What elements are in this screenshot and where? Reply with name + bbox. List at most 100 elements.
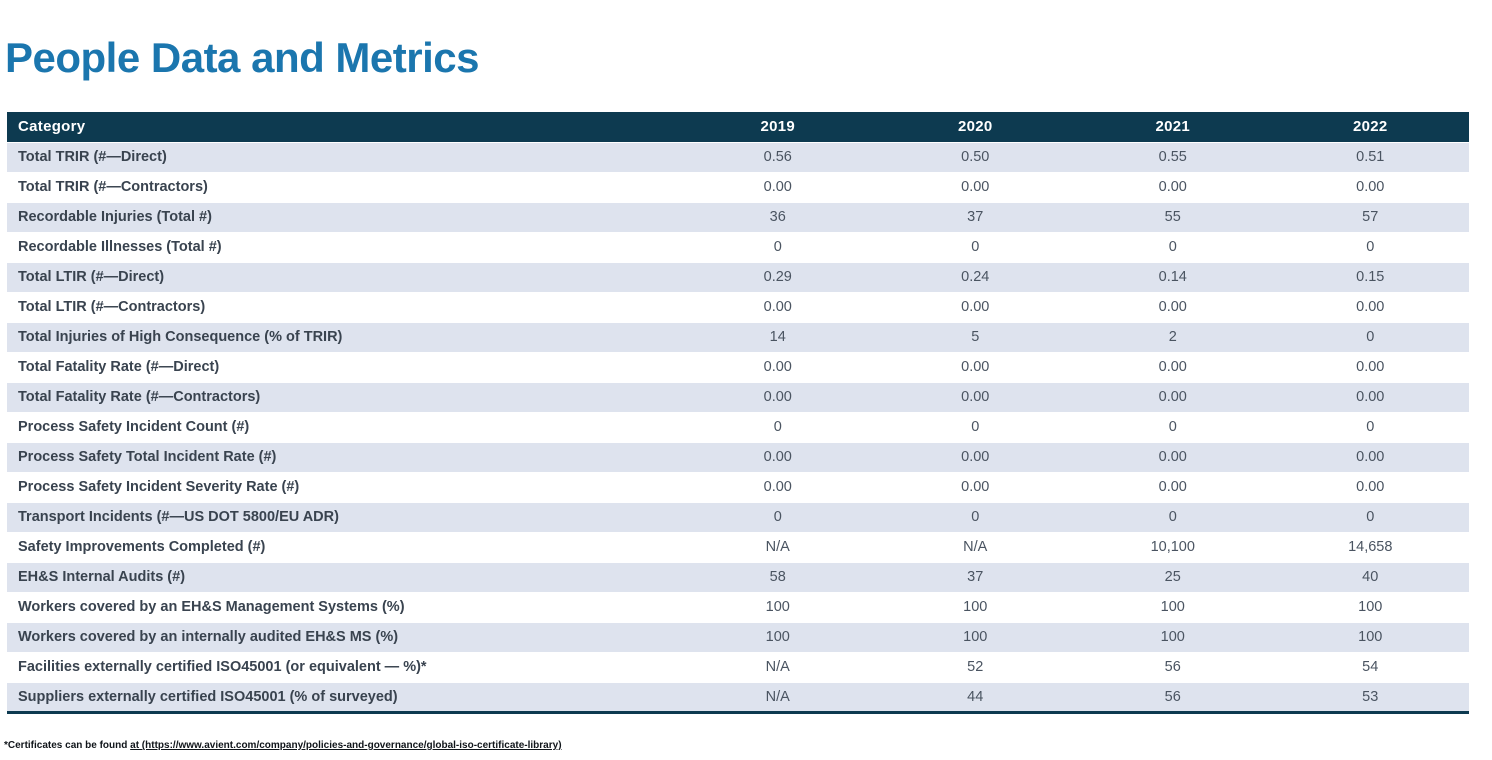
row-value: 54 <box>1271 651 1469 682</box>
row-value: 100 <box>1074 591 1272 622</box>
metrics-table: Category 2019 2020 2021 2022 Total TRIR … <box>7 112 1469 714</box>
column-header-category: Category <box>7 112 679 142</box>
table-row: Recordable Injuries (Total #) 36 37 55 57 <box>7 201 1469 232</box>
row-value: 0.00 <box>1074 441 1272 472</box>
table-row: Process Safety Incident Count (#) 0 0 0 0 <box>7 411 1469 442</box>
row-value: 0.00 <box>1074 291 1272 322</box>
row-category-label: Recordable Illnesses (Total #) <box>7 231 679 262</box>
table-row: Safety Improvements Completed (#) N/A N/A 1… <box>7 531 1469 562</box>
row-value: 0 <box>679 501 877 532</box>
row-value: 56 <box>1074 681 1272 712</box>
column-header-2020: 2020 <box>876 112 1074 142</box>
row-value: 55 <box>1074 201 1272 232</box>
row-value: 0 <box>876 411 1074 442</box>
row-value: 0 <box>1271 411 1469 442</box>
row-value: 0.55 <box>1074 141 1272 172</box>
table-row: Process Safety Incident Severity Rate (#… <box>7 471 1469 502</box>
row-value: 0.00 <box>1271 381 1469 412</box>
table-body: Total TRIR (#—Direct) 0.56 0.50 0.55 0.51 Tot… <box>7 141 1469 712</box>
row-value: 0 <box>1271 321 1469 352</box>
row-value: 58 <box>679 561 877 592</box>
row-value: 0.00 <box>876 291 1074 322</box>
certificate-library-link[interactable]: at (https://www.avient.com/company/polic… <box>130 740 562 751</box>
row-value: 0.00 <box>1271 441 1469 472</box>
metrics-table-container: Category 2019 2020 2021 2022 Total TRIR … <box>7 112 1469 714</box>
row-value: 0.56 <box>679 141 877 172</box>
row-value: 37 <box>876 201 1074 232</box>
row-value: 0.00 <box>876 471 1074 502</box>
row-category-label: Total Fatality Rate (#—Direct) <box>7 351 679 382</box>
table-row: Recordable Illnesses (Total #) 0 0 0 0 <box>7 231 1469 262</box>
row-category-label: Total LTIR (#—Direct) <box>7 261 679 292</box>
row-value: 0 <box>1074 231 1272 262</box>
row-value: N/A <box>679 681 877 712</box>
table-row: Total LTIR (#—Direct) 0.29 0.24 0.14 0.15 <box>7 261 1469 292</box>
table-row: Total Fatality Rate (#—Contractors) 0.00 0… <box>7 381 1469 412</box>
table-row: Workers covered by an internally audited… <box>7 621 1469 652</box>
table-row: Total Fatality Rate (#—Direct) 0.00 0.00 0.… <box>7 351 1469 382</box>
row-value: 56 <box>1074 651 1272 682</box>
row-value: 0 <box>1074 501 1272 532</box>
row-value: 0.29 <box>679 261 877 292</box>
row-value: 25 <box>1074 561 1272 592</box>
row-value: 0.51 <box>1271 141 1469 172</box>
table-row: Total LTIR (#—Contractors) 0.00 0.00 0.00 0.… <box>7 291 1469 322</box>
row-value: 0.00 <box>679 381 877 412</box>
row-value: 100 <box>679 591 877 622</box>
table-row: Total TRIR (#—Direct) 0.56 0.50 0.55 0.51 <box>7 141 1469 172</box>
row-value: 100 <box>1074 621 1272 652</box>
footnote: *Certificates can be found at (https://w… <box>4 740 562 751</box>
row-value: 0.15 <box>1271 261 1469 292</box>
row-value: 36 <box>679 201 877 232</box>
row-value: 0.00 <box>876 441 1074 472</box>
row-category-label: Safety Improvements Completed (#) <box>7 531 679 562</box>
row-category-label: Transport Incidents (#—US DOT 5800/EU AD… <box>7 501 679 532</box>
row-category-label: EH&S Internal Audits (#) <box>7 561 679 592</box>
table-row: Transport Incidents (#—US DOT 5800/EU AD… <box>7 501 1469 532</box>
row-category-label: Workers covered by an EH&S Management Sy… <box>7 591 679 622</box>
row-value: 0.00 <box>1271 171 1469 202</box>
row-value: 14,658 <box>1271 531 1469 562</box>
row-value: 0.00 <box>1074 351 1272 382</box>
table-row: Total TRIR (#—Contractors) 0.00 0.00 0.00 0.… <box>7 171 1469 202</box>
row-value: 0.00 <box>1074 381 1272 412</box>
row-value: 0.14 <box>1074 261 1272 292</box>
row-category-label: Total LTIR (#—Contractors) <box>7 291 679 322</box>
row-value: 0.00 <box>1271 471 1469 502</box>
row-value: 0.24 <box>876 261 1074 292</box>
row-value: 0.00 <box>876 171 1074 202</box>
table-row: Process Safety Total Incident Rate (#) 0.… <box>7 441 1469 472</box>
row-category-label: Workers covered by an internally audited… <box>7 621 679 652</box>
table-row: EH&S Internal Audits (#) 58 37 25 40 <box>7 561 1469 592</box>
row-value: 0.50 <box>876 141 1074 172</box>
row-value: 0.00 <box>1074 171 1272 202</box>
row-value: 0.00 <box>679 171 877 202</box>
row-category-label: Total Fatality Rate (#—Contractors) <box>7 381 679 412</box>
row-value: 100 <box>1271 621 1469 652</box>
row-value: 0 <box>679 231 877 262</box>
row-value: 0 <box>876 501 1074 532</box>
row-value: N/A <box>679 651 877 682</box>
row-value: 40 <box>1271 561 1469 592</box>
row-value: 0 <box>1271 231 1469 262</box>
row-value: 100 <box>679 621 877 652</box>
table-row: Workers covered by an EH&S Management Sy… <box>7 591 1469 622</box>
row-value: 0.00 <box>876 351 1074 382</box>
row-category-label: Facilities externally certified ISO45001… <box>7 651 679 682</box>
row-category-label: Total TRIR (#—Contractors) <box>7 171 679 202</box>
row-value: 0 <box>1271 501 1469 532</box>
row-value: 57 <box>1271 201 1469 232</box>
row-value: 0.00 <box>1271 291 1469 322</box>
row-category-label: Recordable Injuries (Total #) <box>7 201 679 232</box>
table-header: Category 2019 2020 2021 2022 <box>7 112 1469 142</box>
row-value: 5 <box>876 321 1074 352</box>
row-value: 37 <box>876 561 1074 592</box>
row-value: 100 <box>1271 591 1469 622</box>
row-value: 52 <box>876 651 1074 682</box>
footnote-text: *Certificates can be found <box>4 740 131 751</box>
row-value: 10,100 <box>1074 531 1272 562</box>
header-row: Category 2019 2020 2021 2022 <box>7 112 1469 142</box>
row-category-label: Total TRIR (#—Direct) <box>7 141 679 172</box>
row-value: 0 <box>1074 411 1272 442</box>
row-category-label: Process Safety Incident Severity Rate (#… <box>7 471 679 502</box>
